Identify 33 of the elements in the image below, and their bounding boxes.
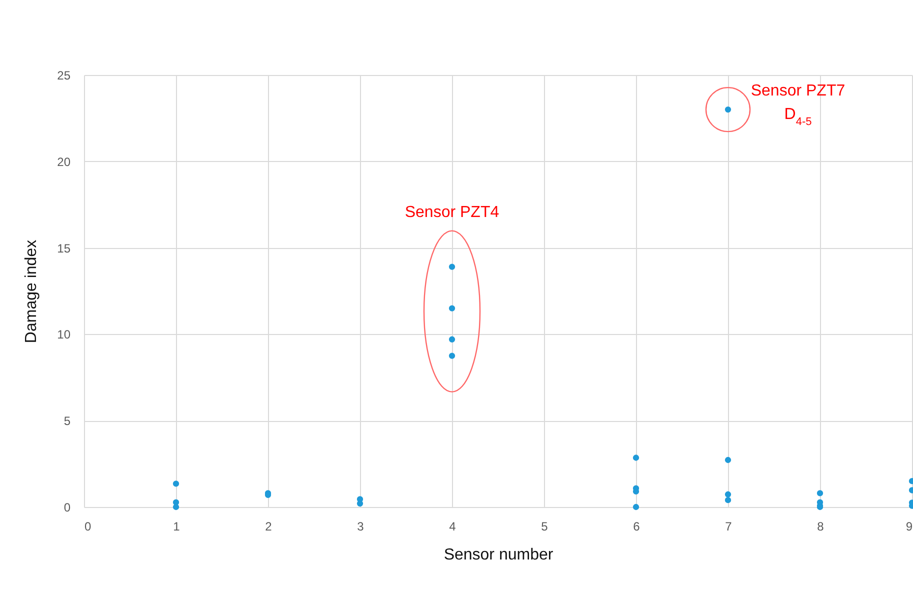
point (448, 305, 456, 312)
point (816, 490, 824, 496)
y-tick-label: 20 (57, 154, 71, 169)
point (172, 504, 180, 510)
x-tick-label: 7 (725, 520, 732, 534)
y-tick-label: 25 (57, 68, 71, 82)
annotation: Sensor PZT7 D$_{4-5}$ (750, 82, 846, 128)
point (632, 504, 640, 510)
point (632, 454, 640, 461)
point (448, 264, 456, 270)
y-tick-label: 15 (57, 241, 71, 256)
x-tick-label: 9 (906, 520, 913, 534)
point (356, 500, 364, 507)
point (172, 480, 180, 487)
point (724, 497, 732, 504)
x-tick-label: 5 (541, 520, 548, 534)
y-tick-label: 0 (64, 500, 71, 514)
x-tick-label: 0 (84, 520, 92, 534)
point (448, 336, 456, 342)
annotation: Sensor PZT4 (404, 204, 500, 221)
y-tick-label: 10 (57, 328, 71, 342)
point (724, 456, 732, 464)
x-tick-label: 3 (357, 520, 364, 534)
point (448, 352, 456, 359)
y-tick-label: 5 (64, 414, 71, 428)
x-tick-label: 1 (173, 520, 180, 534)
point (724, 491, 732, 498)
x-axis-title: Sensor number (444, 546, 554, 564)
x-tick-label: 6 (633, 520, 640, 534)
x-tick-label: 8 (817, 520, 824, 534)
x-tick-label: 2 (265, 520, 272, 534)
x-tick-label: 4 (449, 520, 456, 534)
y-axis-title: Damage index (23, 240, 40, 344)
